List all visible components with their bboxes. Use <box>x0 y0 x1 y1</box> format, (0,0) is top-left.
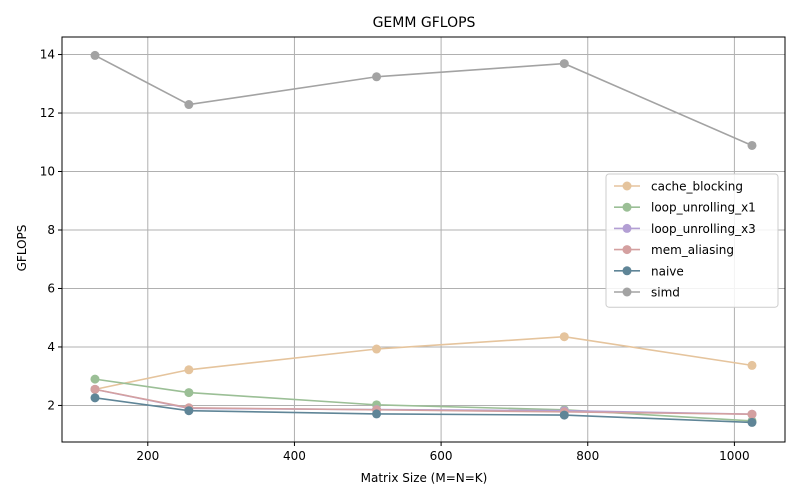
data-point <box>747 417 757 427</box>
y-axis-label: GFLOPS <box>15 225 29 272</box>
legend-label: loop_unrolling_x1 <box>651 201 756 215</box>
data-point <box>184 388 194 398</box>
y-axis: 2 4 6 8 10 12 14 <box>40 48 62 412</box>
legend-swatch-marker <box>622 266 632 276</box>
legend-box <box>605 173 779 308</box>
legend-item: loop_unrolling_x3 <box>614 222 756 236</box>
data-point <box>184 100 194 110</box>
data-point <box>747 140 757 150</box>
y-tick-label: 6 <box>47 281 55 295</box>
data-point <box>559 332 569 342</box>
legend-item: naive <box>614 264 684 278</box>
data-point <box>90 374 100 384</box>
legend-label: loop_unrolling_x3 <box>651 222 756 236</box>
legend-swatch-marker <box>622 223 632 233</box>
data-point <box>90 50 100 60</box>
legend: cache_blocking loop_unrolling_x1 loop_unro… <box>605 173 779 308</box>
data-point <box>747 409 757 419</box>
data-point <box>184 365 194 375</box>
legend-item: mem_aliasing <box>614 243 734 257</box>
series-line <box>94 54 753 147</box>
data-point <box>184 406 194 416</box>
data-point <box>372 72 382 82</box>
x-tick-label: 400 <box>283 449 306 463</box>
series-layer <box>90 50 757 427</box>
legend-swatch-marker <box>622 202 632 212</box>
series-line <box>94 335 753 391</box>
data-point <box>559 59 569 69</box>
data-point <box>372 409 382 419</box>
y-tick-label: 2 <box>47 398 55 412</box>
legend-swatch-marker <box>622 181 632 191</box>
legend-label: simd <box>651 286 680 300</box>
data-point <box>90 393 100 403</box>
plot-frame <box>61 36 786 443</box>
chart-title: GEMM GFLOPS <box>373 15 476 31</box>
data-point <box>90 384 100 394</box>
legend-item: loop_unrolling_x1 <box>614 201 756 215</box>
legend-label: naive <box>651 264 684 278</box>
legend-swatch-marker <box>622 287 632 297</box>
y-tick-label: 10 <box>40 165 55 179</box>
y-tick-label: 8 <box>47 223 55 237</box>
series-loop_unrolling_x1 <box>90 374 757 426</box>
x-axis-label: Matrix Size (M=N=K) <box>361 471 488 485</box>
x-tick-label: 800 <box>576 449 599 463</box>
y-tick-label: 4 <box>47 340 55 354</box>
series-simd <box>90 50 757 150</box>
x-tick-label: 1000 <box>719 449 750 463</box>
x-axis: 200 400 600 800 1000 <box>136 442 750 463</box>
data-point <box>747 360 757 370</box>
data-point <box>372 344 382 354</box>
y-tick-label: 14 <box>40 48 55 62</box>
x-tick-label: 600 <box>430 449 453 463</box>
legend-swatch-marker <box>622 245 632 255</box>
legend-item: simd <box>614 286 680 300</box>
y-tick-label: 12 <box>40 106 55 120</box>
series-cache_blocking <box>90 332 757 394</box>
data-point <box>559 410 569 420</box>
legend-label: cache_blocking <box>651 180 743 194</box>
legend-item: cache_blocking <box>614 180 743 194</box>
x-tick-label: 200 <box>136 449 159 463</box>
series-naive <box>90 393 757 427</box>
legend-label: mem_aliasing <box>651 243 734 257</box>
